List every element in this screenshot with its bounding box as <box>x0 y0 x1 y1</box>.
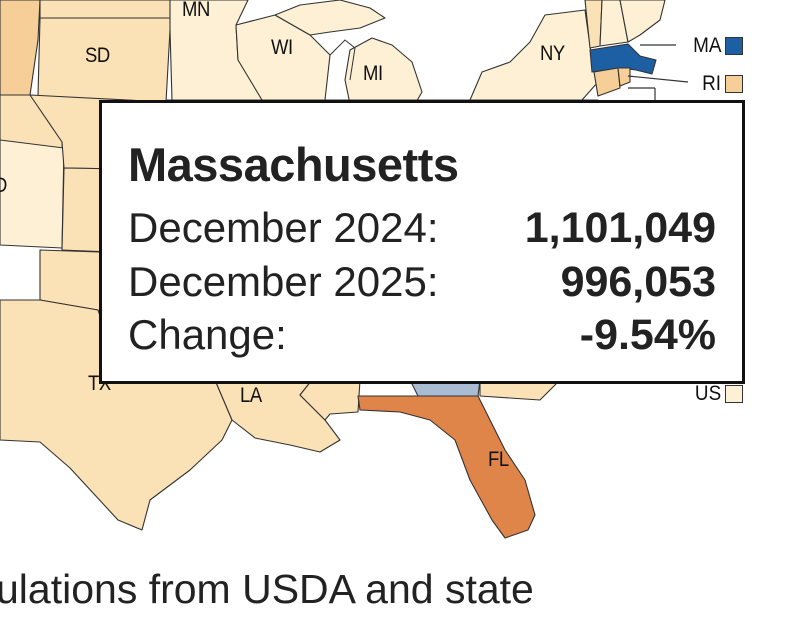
state-label-wi: WI <box>271 36 293 59</box>
legend-swatch-us <box>725 385 743 403</box>
tooltip-label: Change: <box>128 311 287 358</box>
legend-label-ma: MA <box>692 34 721 57</box>
ri-leader-line <box>627 75 689 83</box>
tooltip-title: Massachusetts <box>128 138 459 191</box>
state-south-dakota[interactable] <box>37 17 173 103</box>
source-caption: ulations from USDA and state <box>0 566 534 612</box>
state-florida[interactable] <box>357 395 536 539</box>
state-north-dakota[interactable] <box>39 0 173 19</box>
state-label-la: LA <box>240 384 262 407</box>
tooltip-row-change: Change: -9.54% <box>128 308 716 362</box>
state-rhode-island[interactable] <box>617 67 631 87</box>
tooltip-label: December 2025: <box>128 258 439 305</box>
state-label-ny: NY <box>540 42 565 65</box>
state-tooltip: Massachusetts December 2024: 1,101,049 D… <box>99 100 745 384</box>
state-montana[interactable] <box>0 0 41 96</box>
state-label-fl: FL <box>488 448 509 471</box>
legend-swatch-ri <box>725 75 743 93</box>
state-label-mi: MI <box>363 62 383 85</box>
state-connecticut[interactable] <box>593 67 621 97</box>
tooltip-value: -9.54% <box>579 310 716 359</box>
legend-label-us: US <box>694 382 721 405</box>
legend-item-ma[interactable]: MA <box>690 34 743 58</box>
lake-michigan-shore <box>329 39 356 81</box>
tooltip-row-dec-2025: December 2025: 996,053 <box>128 255 716 309</box>
state-label-co-partial: D <box>0 174 7 198</box>
tooltip-label: December 2024: <box>128 204 439 251</box>
state-label-mn: MN <box>182 0 210 21</box>
state-maine[interactable] <box>619 0 666 43</box>
tooltip-value: 996,053 <box>560 257 716 306</box>
tooltip-value: 1,101,049 <box>524 203 716 252</box>
state-new-york[interactable] <box>469 9 599 101</box>
state-michigan-up[interactable] <box>274 0 386 36</box>
state-label-sd: SD <box>85 44 110 67</box>
legend-label-ri: RI <box>702 72 721 95</box>
state-colorado[interactable] <box>0 139 65 249</box>
legend-item-ri[interactable]: RI <box>700 72 743 96</box>
state-michigan[interactable] <box>344 37 423 105</box>
legend-swatch-ma <box>725 37 743 55</box>
tooltip-row-dec-2024: December 2024: 1,101,049 <box>128 201 716 255</box>
legend-item-us[interactable]: US <box>692 382 743 406</box>
